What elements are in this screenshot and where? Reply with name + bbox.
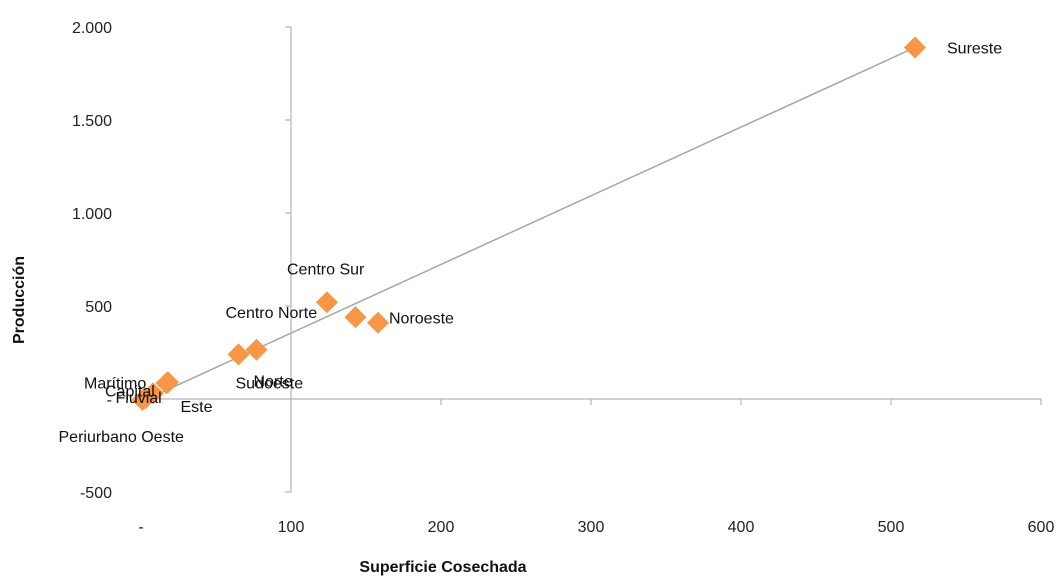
y-tick-label: - [107, 392, 112, 409]
y-tick-label: 2.000 [72, 20, 112, 37]
data-point-marker [155, 372, 178, 395]
y-tick-label: 1.000 [72, 206, 112, 223]
data-point-label: Periurbano Oeste [59, 429, 185, 446]
data-point-label: Fluvial [116, 390, 162, 407]
data-point-marker [367, 311, 389, 334]
data-point-label: Sureste [947, 40, 1002, 57]
data-point-label: Centro Norte [226, 305, 318, 322]
x-tick-label: 500 [878, 519, 905, 536]
point-labels-group: Sureste Centro Sur Centro Norte Noroeste Sud… [59, 40, 1003, 445]
data-point-label: Noroeste [389, 311, 454, 328]
points-group [131, 36, 926, 411]
y-tick-label: 500 [85, 299, 112, 316]
x-tick-label: 100 [278, 519, 305, 536]
data-point-marker [316, 291, 338, 314]
trendline [140, 46, 916, 403]
data-point-label: Norte [254, 373, 293, 390]
ticks-group: -100 200 300 400 500 600-500-5001.0001.5002.0… [72, 20, 1054, 536]
data-point-label: Capital [105, 383, 155, 400]
x-tick-label: 400 [728, 519, 755, 536]
data-point-marker [227, 343, 250, 366]
data-point-label: Este [181, 399, 213, 416]
x-tick-label: 300 [578, 519, 605, 536]
data-point-label: Marítimo [84, 375, 146, 392]
trendline-group [140, 46, 916, 403]
y-tick-label: -500 [80, 485, 112, 502]
data-point-marker [344, 306, 367, 329]
x-axis-title: Superficie Cosechada [359, 559, 526, 576]
y-tick-label: 1.500 [72, 113, 112, 130]
data-point-marker [131, 388, 154, 411]
x-tick-label: 600 [1028, 519, 1055, 536]
y-axis-title: Producción [11, 256, 28, 344]
x-tick-label: 200 [428, 519, 455, 536]
data-point-label: Centro Sur [287, 261, 365, 278]
x-tick-label: - [138, 519, 143, 536]
data-point-label: Sudoeste [236, 376, 304, 393]
axes-group [141, 27, 1041, 492]
data-point-marker [245, 338, 268, 361]
data-point-marker [904, 36, 926, 59]
